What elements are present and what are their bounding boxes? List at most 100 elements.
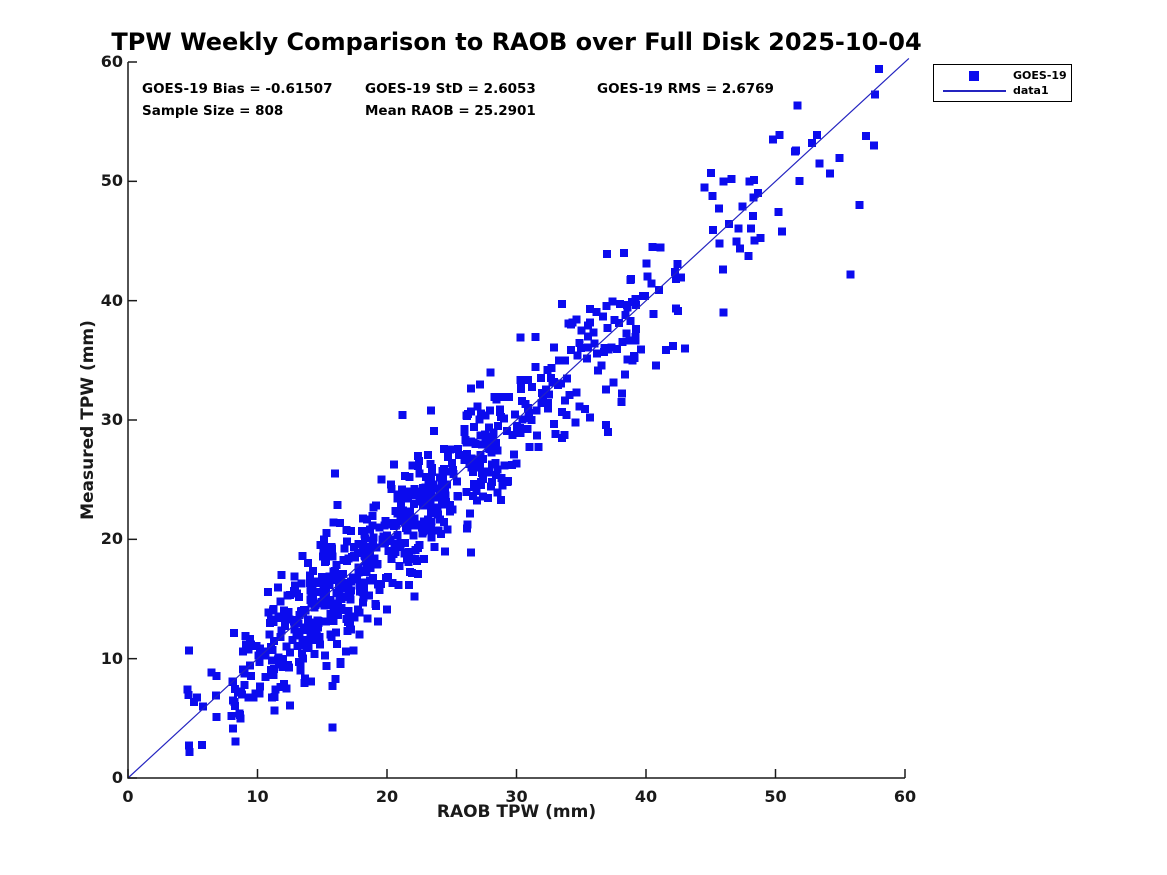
scatter-point — [308, 580, 317, 589]
scatter-point — [341, 647, 350, 656]
scatter-point — [271, 685, 280, 694]
scatter-point — [355, 630, 364, 639]
scatter-point — [309, 567, 317, 576]
scatter-point — [862, 132, 871, 140]
x-tick-label: 60 — [893, 787, 917, 806]
scatter-point — [709, 226, 717, 235]
scatter-point — [322, 529, 331, 537]
legend-entry-data1: data1 — [934, 83, 1071, 98]
scatter-point — [283, 661, 292, 670]
scatter-point — [264, 588, 273, 596]
scatter-point — [368, 511, 377, 520]
scatter-point — [332, 589, 341, 598]
scatter-point — [543, 404, 552, 413]
scatter-point — [392, 521, 401, 530]
scatter-point — [554, 356, 563, 365]
scatter-point — [321, 651, 330, 660]
scatter-point — [441, 491, 450, 500]
scatter-point — [359, 598, 367, 607]
scatter-point — [368, 521, 377, 530]
scatter-point — [279, 606, 288, 615]
y-tick-label: 50 — [100, 171, 123, 191]
scatter-point — [512, 459, 521, 468]
scatter-point — [304, 615, 313, 624]
scatter-point — [269, 604, 278, 613]
scatter-point — [261, 673, 270, 682]
scatter-point — [396, 543, 405, 551]
scatter-point — [778, 227, 786, 236]
scatter-point — [475, 455, 484, 464]
y-tick-label: 40 — [100, 290, 123, 310]
scatter-point — [621, 311, 630, 320]
scatter-point — [510, 410, 519, 419]
scatter-point — [415, 469, 424, 478]
scatter-point — [396, 500, 405, 509]
scatter-point — [185, 741, 193, 750]
scatter-point — [269, 618, 278, 626]
scatter-point — [640, 292, 649, 301]
scatter-point — [340, 544, 349, 553]
scatter-point — [583, 354, 592, 363]
scatter-point — [576, 343, 585, 352]
scatter-point — [315, 635, 324, 644]
scatter-point — [491, 459, 500, 467]
scatter-point — [544, 390, 553, 399]
scatter-point — [366, 576, 375, 585]
scatter-point — [362, 551, 371, 560]
scatter-point — [360, 530, 369, 539]
scatter-point — [236, 710, 245, 719]
scatter-point — [487, 448, 496, 457]
scatter-point — [543, 365, 552, 374]
scatter-point — [580, 405, 589, 414]
scatter-point — [516, 424, 525, 433]
scatter-point — [404, 494, 413, 503]
scatter-point — [430, 427, 439, 436]
scatter-point — [270, 706, 279, 715]
scatter-point — [332, 628, 340, 637]
scatter-point — [325, 572, 334, 581]
scatter-point — [807, 139, 816, 148]
scatter-point — [492, 395, 501, 404]
scatter-point — [274, 612, 283, 621]
scatter-point — [516, 333, 525, 342]
scatter-point — [280, 679, 289, 688]
scatter-point — [386, 536, 395, 545]
scatter-point — [756, 233, 765, 242]
scatter-point — [484, 468, 493, 477]
scatter-point — [623, 355, 632, 364]
scatter-point — [469, 467, 478, 476]
scatter-point — [662, 346, 670, 355]
scatter-point — [775, 130, 784, 139]
scatter-point — [738, 202, 747, 211]
scatter-point — [336, 658, 345, 667]
scatter-point — [387, 485, 396, 494]
scatter-point — [359, 541, 368, 550]
scatter-point — [623, 303, 632, 312]
scatter-point — [468, 492, 477, 501]
scatter-point — [496, 496, 505, 505]
scatter-point — [388, 578, 397, 587]
scatter-point — [265, 630, 274, 639]
scatter-point — [516, 375, 525, 384]
scatter-point — [435, 489, 444, 498]
scatter-point — [462, 487, 471, 496]
scatter-point — [298, 649, 307, 658]
scatter-point — [340, 584, 349, 593]
scatter-point — [332, 560, 341, 569]
scatter-point — [592, 349, 601, 358]
x-tick-label: 20 — [375, 787, 399, 806]
scatter-point — [249, 693, 258, 702]
scatter-point — [516, 429, 525, 438]
scatter-point — [631, 333, 640, 342]
scatter-point — [476, 450, 485, 459]
scatter-point — [473, 402, 482, 411]
scatter-point — [584, 332, 593, 341]
scatter-point — [463, 450, 471, 459]
scatter-point — [471, 440, 480, 448]
scatter-point — [538, 396, 547, 404]
scatter-point — [400, 539, 409, 548]
scatter-series — [183, 65, 884, 757]
scatter-point — [618, 338, 627, 347]
scatter-point — [430, 543, 439, 552]
